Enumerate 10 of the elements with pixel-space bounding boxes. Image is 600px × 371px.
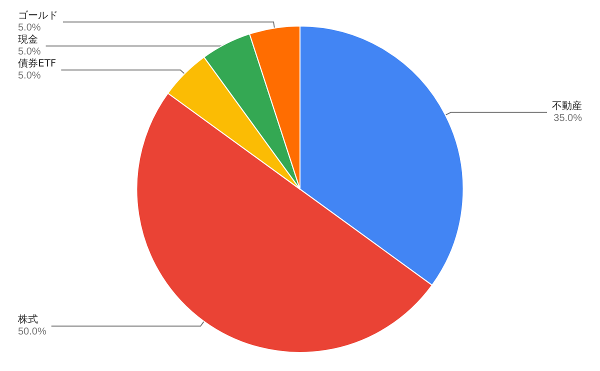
slice-label: 株式 <box>17 314 38 326</box>
data-label: 50.0% <box>18 326 46 338</box>
slice-label: ゴールド <box>18 10 58 22</box>
data-label: 5.0% <box>18 46 41 58</box>
slice-label: 現金 <box>18 34 38 46</box>
data-label: 5.0% <box>18 70 41 82</box>
data-label: 35.0% <box>554 112 582 124</box>
slice-label: 不動産 <box>552 100 582 112</box>
slice-label: 債券ETF <box>18 58 56 70</box>
data-label: 5.0% <box>18 22 41 34</box>
